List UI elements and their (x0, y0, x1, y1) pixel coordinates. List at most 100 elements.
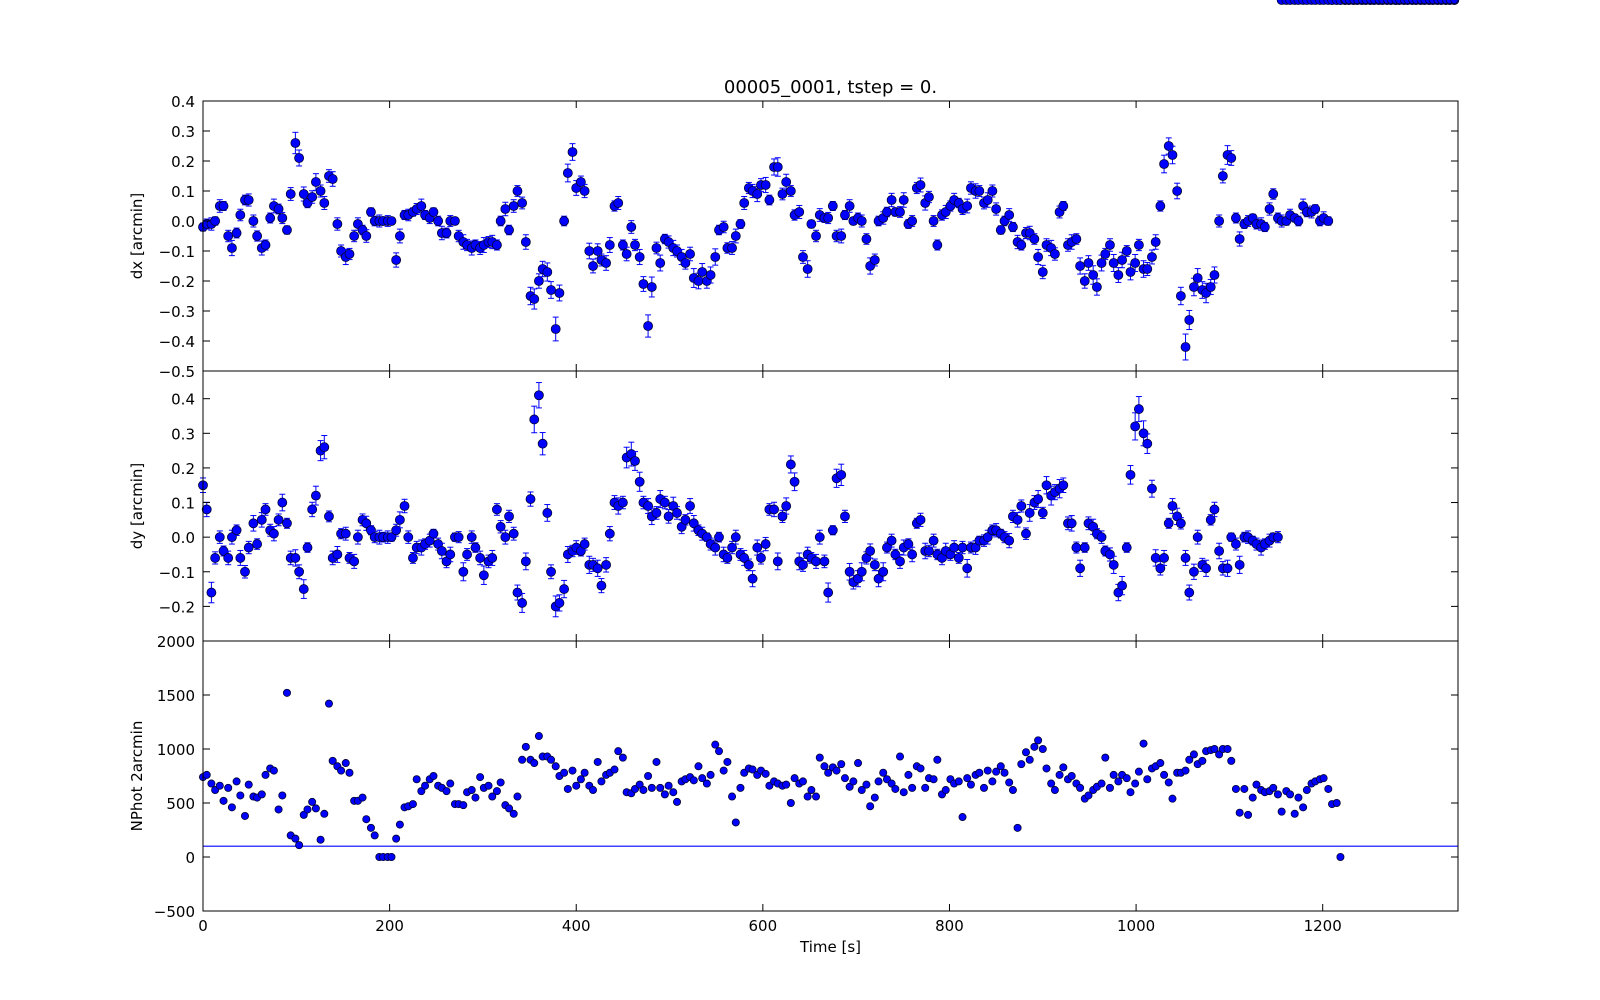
data-point (518, 755, 527, 764)
y-tick-label: 2000 (157, 633, 195, 651)
data-point (634, 476, 645, 487)
data-point (478, 570, 489, 581)
data-point (512, 186, 523, 196)
data-point (500, 204, 511, 214)
data-point (907, 549, 918, 560)
data-point (987, 186, 998, 196)
data-point (714, 747, 723, 756)
data-point (924, 546, 934, 556)
data-point (1180, 342, 1191, 352)
data-point (769, 504, 779, 515)
data-point (891, 784, 900, 793)
data-point (652, 757, 661, 766)
data-point (789, 476, 800, 487)
data-point (584, 246, 595, 256)
data-point (630, 456, 640, 466)
data-point (224, 783, 233, 792)
data-point (361, 231, 372, 241)
data-point (508, 201, 519, 211)
data-point (819, 556, 830, 567)
data-point (1013, 823, 1022, 832)
data-point (366, 207, 376, 217)
data-point (236, 791, 245, 800)
data-point (1180, 553, 1191, 563)
data-point (509, 809, 518, 818)
data-point (542, 267, 553, 277)
data-point (290, 138, 301, 148)
data-point (688, 518, 699, 529)
y-tick-label: −0.4 (159, 333, 195, 351)
data-point (1259, 222, 1270, 232)
data-point (896, 752, 905, 761)
data-point (1131, 779, 1140, 788)
data-point (1016, 501, 1027, 511)
data-point (827, 525, 838, 536)
data-point (895, 556, 905, 567)
data-point (579, 539, 590, 549)
data-point (1214, 546, 1225, 556)
data-point (785, 186, 796, 196)
data-point (1310, 204, 1321, 214)
x-tick-label: 0 (198, 917, 208, 935)
data-point (823, 587, 834, 598)
data-point (484, 781, 493, 790)
data-point (604, 240, 615, 250)
data-point (277, 213, 288, 223)
data-point (521, 742, 530, 751)
data-point (1142, 264, 1153, 274)
data-point (274, 805, 283, 814)
data-point (781, 501, 792, 511)
data-point (592, 246, 603, 256)
data-point (958, 813, 967, 822)
data-point (311, 177, 321, 187)
data-point (898, 195, 909, 205)
data-point (962, 201, 973, 211)
data-point (596, 580, 607, 591)
data-point (647, 783, 656, 792)
data-point (760, 180, 771, 190)
data-point (1268, 189, 1279, 199)
data-point (1185, 755, 1194, 764)
data-point (1055, 770, 1064, 779)
y-tick-label: 500 (166, 795, 195, 813)
data-point (1189, 566, 1199, 577)
data-point (798, 559, 808, 570)
data-point (349, 231, 360, 241)
data-point (1033, 252, 1044, 262)
data-point (476, 773, 485, 782)
data-point (530, 759, 539, 768)
data-point (617, 240, 628, 250)
data-point (1214, 216, 1225, 226)
data-point (739, 198, 750, 208)
data-point (1293, 216, 1304, 226)
data-point (294, 153, 305, 163)
data-point (991, 204, 1002, 214)
data-point (534, 732, 543, 741)
data-point (777, 189, 788, 199)
data-point (462, 549, 472, 560)
data-point (1075, 563, 1086, 574)
data-point (1130, 258, 1141, 268)
data-point (672, 508, 682, 518)
data-point (492, 787, 501, 796)
data-point (915, 514, 926, 525)
data-point (882, 207, 892, 217)
x-tick-label: 1200 (1304, 917, 1342, 935)
data-point (1108, 559, 1119, 570)
data-point (635, 780, 644, 789)
data-point (227, 532, 237, 543)
y-tick-label: 0.1 (171, 183, 195, 201)
data-point (232, 777, 241, 786)
data-point (772, 162, 783, 172)
data-point (928, 535, 939, 546)
data-point (785, 459, 796, 470)
data-point (458, 566, 469, 577)
data-point (878, 566, 889, 577)
data-point (786, 799, 795, 808)
data-point (387, 853, 396, 862)
data-point (1050, 249, 1060, 259)
nphot-x-axis: 0 200 400 600 800 1000 1200 (198, 641, 1342, 935)
data-point (352, 532, 363, 543)
data-point (1058, 201, 1069, 211)
data-point (866, 802, 875, 811)
